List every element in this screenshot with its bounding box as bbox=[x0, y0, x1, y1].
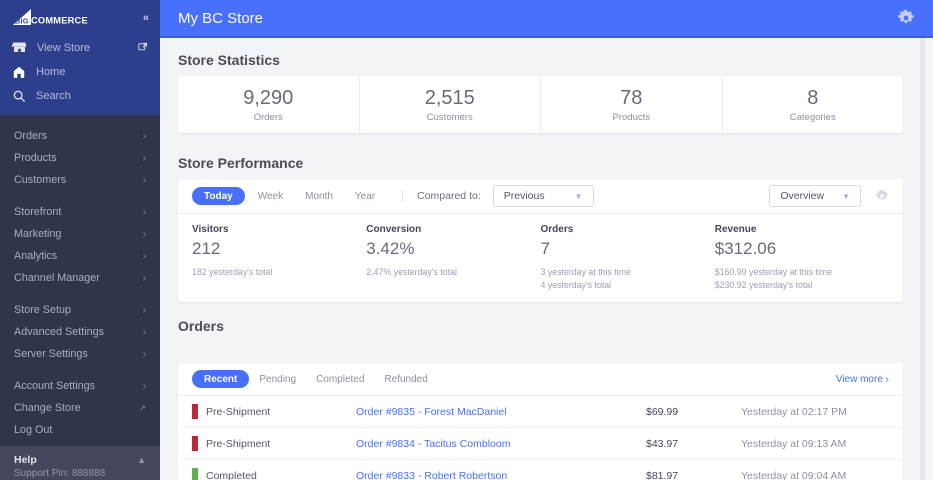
svg-text:BIG: BIG bbox=[15, 17, 29, 26]
svg-text:COMMERCE: COMMERCE bbox=[31, 16, 88, 26]
